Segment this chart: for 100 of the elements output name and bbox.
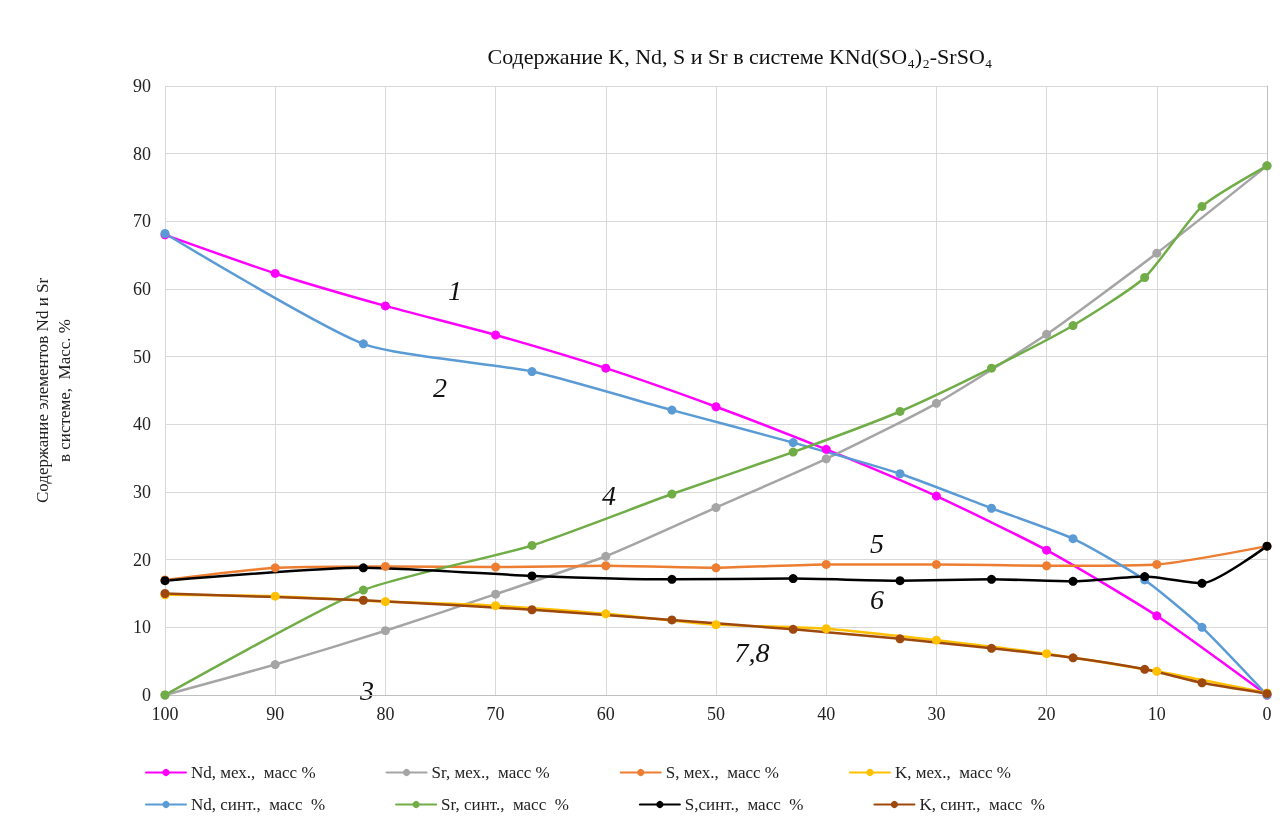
point	[527, 367, 537, 377]
point	[491, 562, 501, 572]
legend-label: K, синт., масс %	[919, 795, 1046, 814]
point	[931, 635, 941, 645]
point	[711, 503, 721, 513]
x-tick-label: 60	[596, 704, 615, 724]
y-tick-label: 70	[133, 211, 151, 232]
annotation: 6	[870, 583, 884, 615]
point	[1152, 611, 1162, 621]
point	[1042, 329, 1052, 339]
point	[1042, 561, 1052, 571]
point	[895, 576, 905, 586]
annotation: 4	[602, 479, 616, 511]
point	[1152, 666, 1162, 676]
point	[358, 563, 368, 573]
point	[270, 563, 280, 573]
point	[358, 339, 368, 349]
point	[527, 605, 537, 615]
point	[788, 574, 798, 584]
x-tick-label: 100	[151, 704, 179, 724]
point	[358, 595, 368, 605]
point	[380, 626, 390, 636]
point	[1152, 248, 1162, 258]
point	[527, 540, 537, 550]
point	[270, 591, 280, 601]
legend-label: K, мех., масс %	[894, 763, 1012, 782]
x-tick-label: 40	[817, 704, 836, 724]
point	[270, 268, 280, 278]
point	[1197, 201, 1207, 211]
legend-label: Nd, мех., масс %	[191, 763, 316, 782]
y-tick-label: 50	[133, 346, 151, 367]
point	[358, 585, 368, 595]
point	[667, 574, 677, 584]
annotation: 1	[448, 274, 462, 306]
y-tick-label: 0	[142, 685, 151, 705]
annotation: 7,8	[734, 636, 770, 668]
y-tick-label: 40	[133, 414, 151, 435]
point	[895, 634, 905, 644]
point	[1197, 678, 1207, 688]
point	[491, 330, 501, 340]
point	[601, 551, 611, 561]
y-tick-label: 90	[133, 76, 151, 96]
legend-label: S, мех., масс %	[665, 763, 779, 782]
point	[895, 469, 905, 479]
x-tick-label: 50	[707, 704, 725, 724]
point	[1042, 649, 1052, 659]
point	[931, 398, 941, 408]
legend-label: Sr, мех., масс %	[431, 763, 550, 782]
point	[380, 301, 390, 311]
chart-title: Содержание K, Nd, S и Sr в системе KNd(SO₄)₂-SrSO₄	[487, 43, 993, 69]
y-tick-label: 30	[133, 482, 151, 502]
point	[1068, 653, 1078, 663]
point	[987, 574, 996, 584]
point	[821, 444, 831, 454]
x-tick-label: 10	[1147, 704, 1166, 724]
point	[788, 447, 798, 457]
point	[1042, 545, 1052, 555]
point	[1140, 664, 1150, 674]
point	[821, 454, 831, 464]
point	[667, 615, 677, 625]
x-tick-label: 90	[266, 704, 285, 724]
point	[931, 559, 941, 569]
y-tick-label: 80	[133, 143, 151, 164]
y-tick-label: 20	[133, 549, 151, 570]
point	[987, 643, 996, 653]
annotation: 2	[433, 371, 447, 403]
y-axis-title: Содержание элементов Nd и Sr в системе, Масс. %	[32, 277, 74, 504]
point	[788, 624, 798, 634]
point	[1197, 578, 1207, 588]
point	[821, 559, 831, 569]
point	[527, 571, 537, 581]
point	[380, 597, 390, 607]
x-tick-label: 80	[376, 704, 395, 724]
legend-label: Sr, синт., масс %	[441, 795, 569, 814]
x-tick-label: 70	[486, 704, 505, 724]
annotation: 5	[870, 527, 884, 559]
point	[711, 402, 721, 412]
point	[601, 561, 611, 571]
point	[491, 589, 501, 599]
x-tick-label: 20	[1037, 704, 1056, 724]
y-tick-label: 60	[133, 279, 151, 299]
point	[380, 561, 390, 571]
point	[491, 601, 501, 611]
point	[987, 363, 996, 373]
annotation: 3	[359, 674, 374, 706]
point	[821, 624, 831, 634]
point	[931, 491, 941, 501]
point	[788, 438, 798, 448]
point	[711, 563, 721, 573]
point	[601, 363, 611, 373]
point	[601, 609, 611, 619]
point	[711, 620, 721, 630]
point	[270, 660, 280, 670]
point	[1068, 321, 1078, 331]
point	[1152, 559, 1162, 569]
y-tick-label: 10	[133, 617, 151, 638]
legend-label: Nd, синт., масс %	[191, 795, 326, 814]
point	[1068, 576, 1078, 586]
point	[667, 489, 677, 499]
x-tick-label: 0	[1262, 704, 1272, 724]
